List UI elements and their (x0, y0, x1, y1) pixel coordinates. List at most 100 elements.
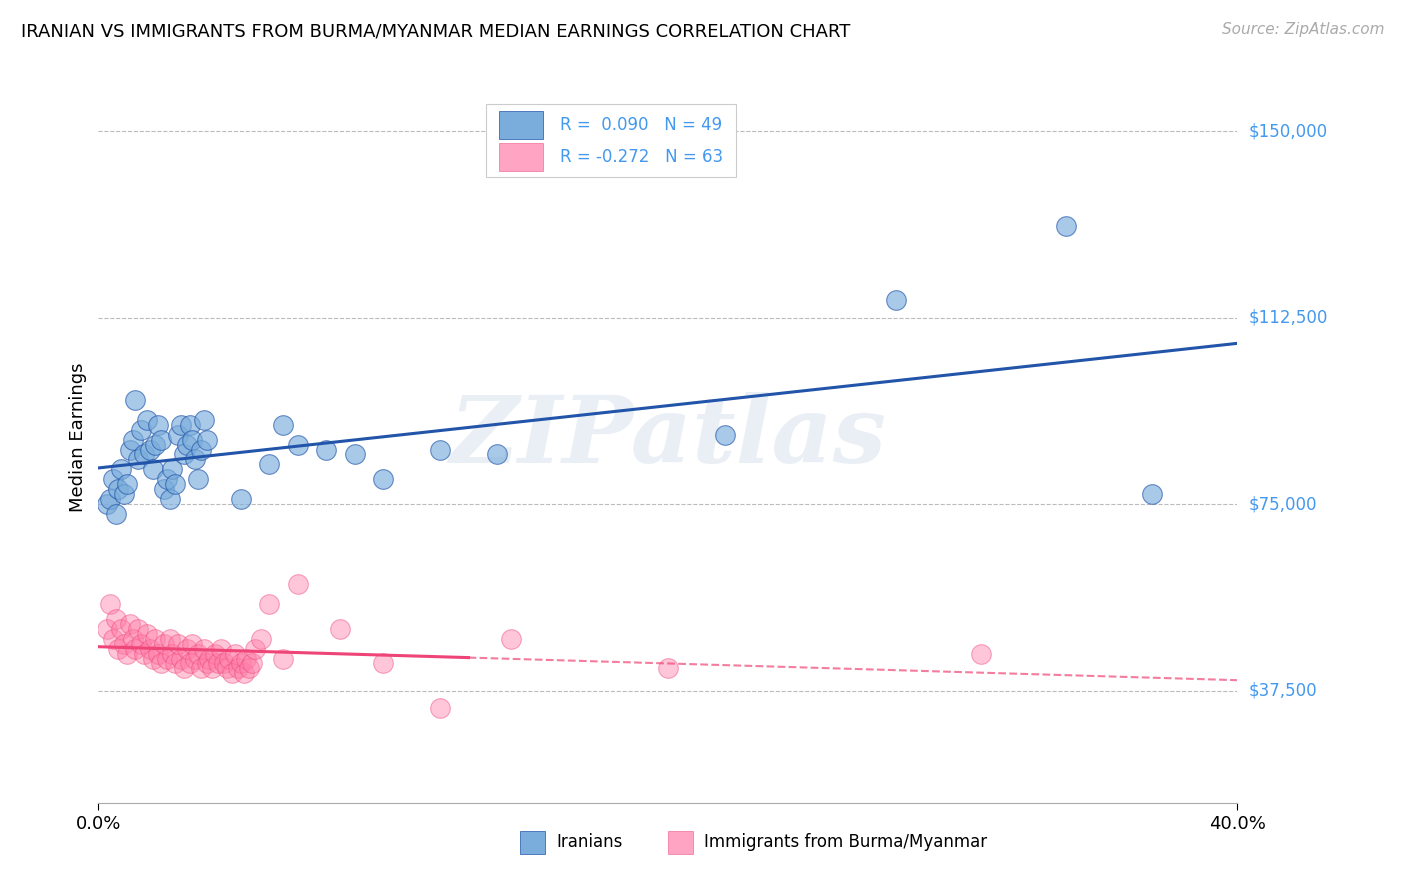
Text: $112,500: $112,500 (1249, 309, 1327, 326)
Point (170, 417, 193, 432)
Bar (668, 830, 693, 854)
Point (104, 507, 127, 521)
Point (159, 492, 181, 507)
Point (273, 417, 295, 432)
Text: Source: ZipAtlas.com: Source: ZipAtlas.com (1222, 22, 1385, 37)
Point (204, 647, 226, 661)
Point (162, 647, 184, 661)
Point (179, 657, 201, 671)
Point (179, 417, 201, 432)
Point (118, 442, 141, 457)
Point (148, 647, 170, 661)
Text: IRANIAN VS IMMIGRANTS FROM BURMA/MYANMAR MEDIAN EARNINGS CORRELATION CHART: IRANIAN VS IMMIGRANTS FROM BURMA/MYANMAR… (21, 22, 851, 40)
Point (193, 641, 215, 656)
Point (195, 657, 218, 671)
Point (115, 647, 138, 661)
Point (124, 641, 146, 656)
Point (101, 632, 124, 646)
Point (173, 661, 195, 675)
Text: $37,500: $37,500 (1249, 681, 1317, 700)
Point (148, 417, 170, 432)
Point (501, 632, 523, 646)
Point (162, 462, 184, 476)
Bar (520, 830, 546, 854)
Point (101, 472, 124, 486)
Point (1140, 487, 1163, 501)
Point (884, 293, 907, 308)
Point (181, 636, 204, 650)
Point (112, 487, 135, 501)
Point (115, 477, 138, 491)
Point (190, 442, 212, 457)
Point (129, 423, 152, 437)
Point (970, 647, 993, 661)
Point (229, 657, 252, 671)
Point (110, 622, 132, 636)
Point (184, 651, 207, 665)
FancyBboxPatch shape (485, 104, 737, 178)
Point (135, 412, 157, 426)
Point (226, 661, 249, 675)
Point (287, 577, 309, 591)
Point (138, 442, 160, 457)
Point (187, 647, 209, 661)
Point (190, 661, 212, 675)
Point (96, 497, 118, 511)
Point (212, 657, 235, 671)
Point (124, 392, 146, 407)
Point (150, 433, 173, 447)
Point (153, 483, 176, 497)
Text: Iranians: Iranians (557, 833, 623, 851)
Point (343, 448, 366, 462)
Point (1056, 219, 1078, 233)
Point (150, 657, 173, 671)
Point (195, 433, 218, 447)
Point (121, 632, 143, 646)
Point (110, 462, 132, 476)
Point (259, 597, 281, 611)
Point (373, 657, 395, 671)
Point (176, 437, 198, 451)
Point (201, 661, 224, 675)
Point (215, 661, 238, 675)
Point (373, 472, 395, 486)
Point (273, 651, 295, 665)
Point (714, 427, 737, 442)
Point (156, 651, 179, 665)
Point (429, 442, 451, 457)
Point (104, 612, 127, 626)
Point (287, 437, 309, 451)
Y-axis label: Median Earnings: Median Earnings (69, 362, 87, 512)
Point (176, 641, 198, 656)
Point (259, 458, 281, 472)
Point (118, 616, 141, 631)
Point (657, 661, 679, 675)
Point (207, 657, 229, 671)
Point (218, 651, 240, 665)
Point (486, 448, 509, 462)
Point (159, 632, 181, 646)
Point (132, 647, 155, 661)
Point (429, 701, 451, 715)
Point (156, 472, 179, 486)
Point (138, 641, 160, 656)
Point (127, 452, 149, 467)
Point (181, 433, 204, 447)
Text: ZIPatlas: ZIPatlas (450, 392, 886, 482)
Point (173, 448, 195, 462)
Point (129, 636, 152, 650)
Point (167, 427, 190, 442)
Point (243, 641, 266, 656)
Text: R =  0.090   N = 49: R = 0.090 N = 49 (560, 116, 721, 134)
Point (240, 657, 263, 671)
Point (167, 636, 190, 650)
Point (209, 641, 232, 656)
Point (121, 433, 143, 447)
Point (315, 442, 337, 457)
Point (184, 452, 207, 467)
Point (98, 492, 121, 507)
Bar (499, 111, 543, 138)
Point (141, 462, 163, 476)
Point (187, 472, 209, 486)
Point (165, 657, 187, 671)
